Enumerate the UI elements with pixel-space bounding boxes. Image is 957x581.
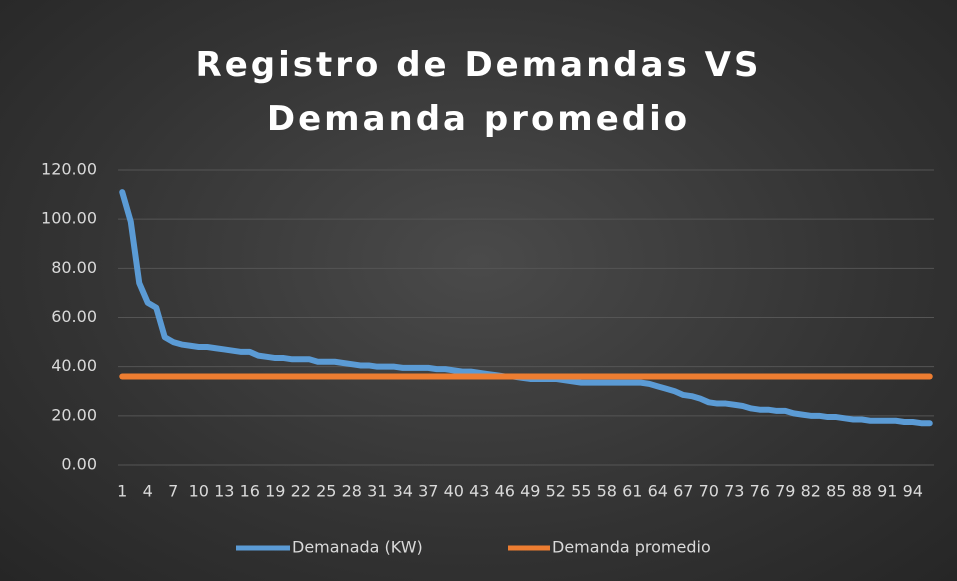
x-tick-label: 13 (214, 482, 234, 501)
x-tick-label: 76 (750, 482, 770, 501)
y-tick-label: 60.00 (51, 307, 97, 326)
x-tick-label: 43 (469, 482, 489, 501)
x-tick-label: 58 (597, 482, 617, 501)
legend-label: Demanda promedio (552, 538, 711, 557)
x-tick-label: 25 (316, 482, 336, 501)
x-tick-label: 16 (240, 482, 260, 501)
x-tick-label: 22 (291, 482, 311, 501)
x-tick-label: 49 (520, 482, 540, 501)
x-tick-label: 82 (801, 482, 821, 501)
legend-label: Demanada (KW) (292, 538, 423, 557)
x-tick-label: 40 (444, 482, 464, 501)
x-tick-label: 67 (673, 482, 693, 501)
y-tick-label: 80.00 (51, 258, 97, 277)
y-tick-label: 100.00 (41, 209, 97, 228)
y-tick-label: 120.00 (41, 160, 97, 179)
x-tick-label: 28 (342, 482, 362, 501)
x-tick-label: 10 (189, 482, 209, 501)
x-tick-label: 61 (622, 482, 642, 501)
x-tick-label: 73 (724, 482, 744, 501)
x-tick-label: 4 (143, 482, 153, 501)
y-tick-label: 0.00 (61, 455, 97, 474)
x-tick-label: 31 (367, 482, 387, 501)
y-tick-label: 20.00 (51, 405, 97, 424)
x-tick-label: 91 (877, 482, 897, 501)
x-tick-label: 55 (571, 482, 591, 501)
x-tick-label: 85 (826, 482, 846, 501)
x-tick-label: 64 (648, 482, 668, 501)
x-tick-label: 52 (546, 482, 566, 501)
x-tick-label: 46 (495, 482, 515, 501)
x-tick-label: 7 (168, 482, 178, 501)
x-tick-label: 94 (903, 482, 923, 501)
x-tick-label: 1 (117, 482, 127, 501)
series-line (119, 189, 933, 427)
x-tick-label: 37 (418, 482, 438, 501)
x-tick-label: 19 (265, 482, 285, 501)
x-tick-label: 34 (393, 482, 413, 501)
x-tick-label: 88 (852, 482, 872, 501)
x-tick-label: 79 (775, 482, 795, 501)
x-tick-label: 70 (699, 482, 719, 501)
y-tick-label: 40.00 (51, 356, 97, 375)
chart-title: Registro de Demandas VS Demanda promedio (195, 45, 762, 139)
